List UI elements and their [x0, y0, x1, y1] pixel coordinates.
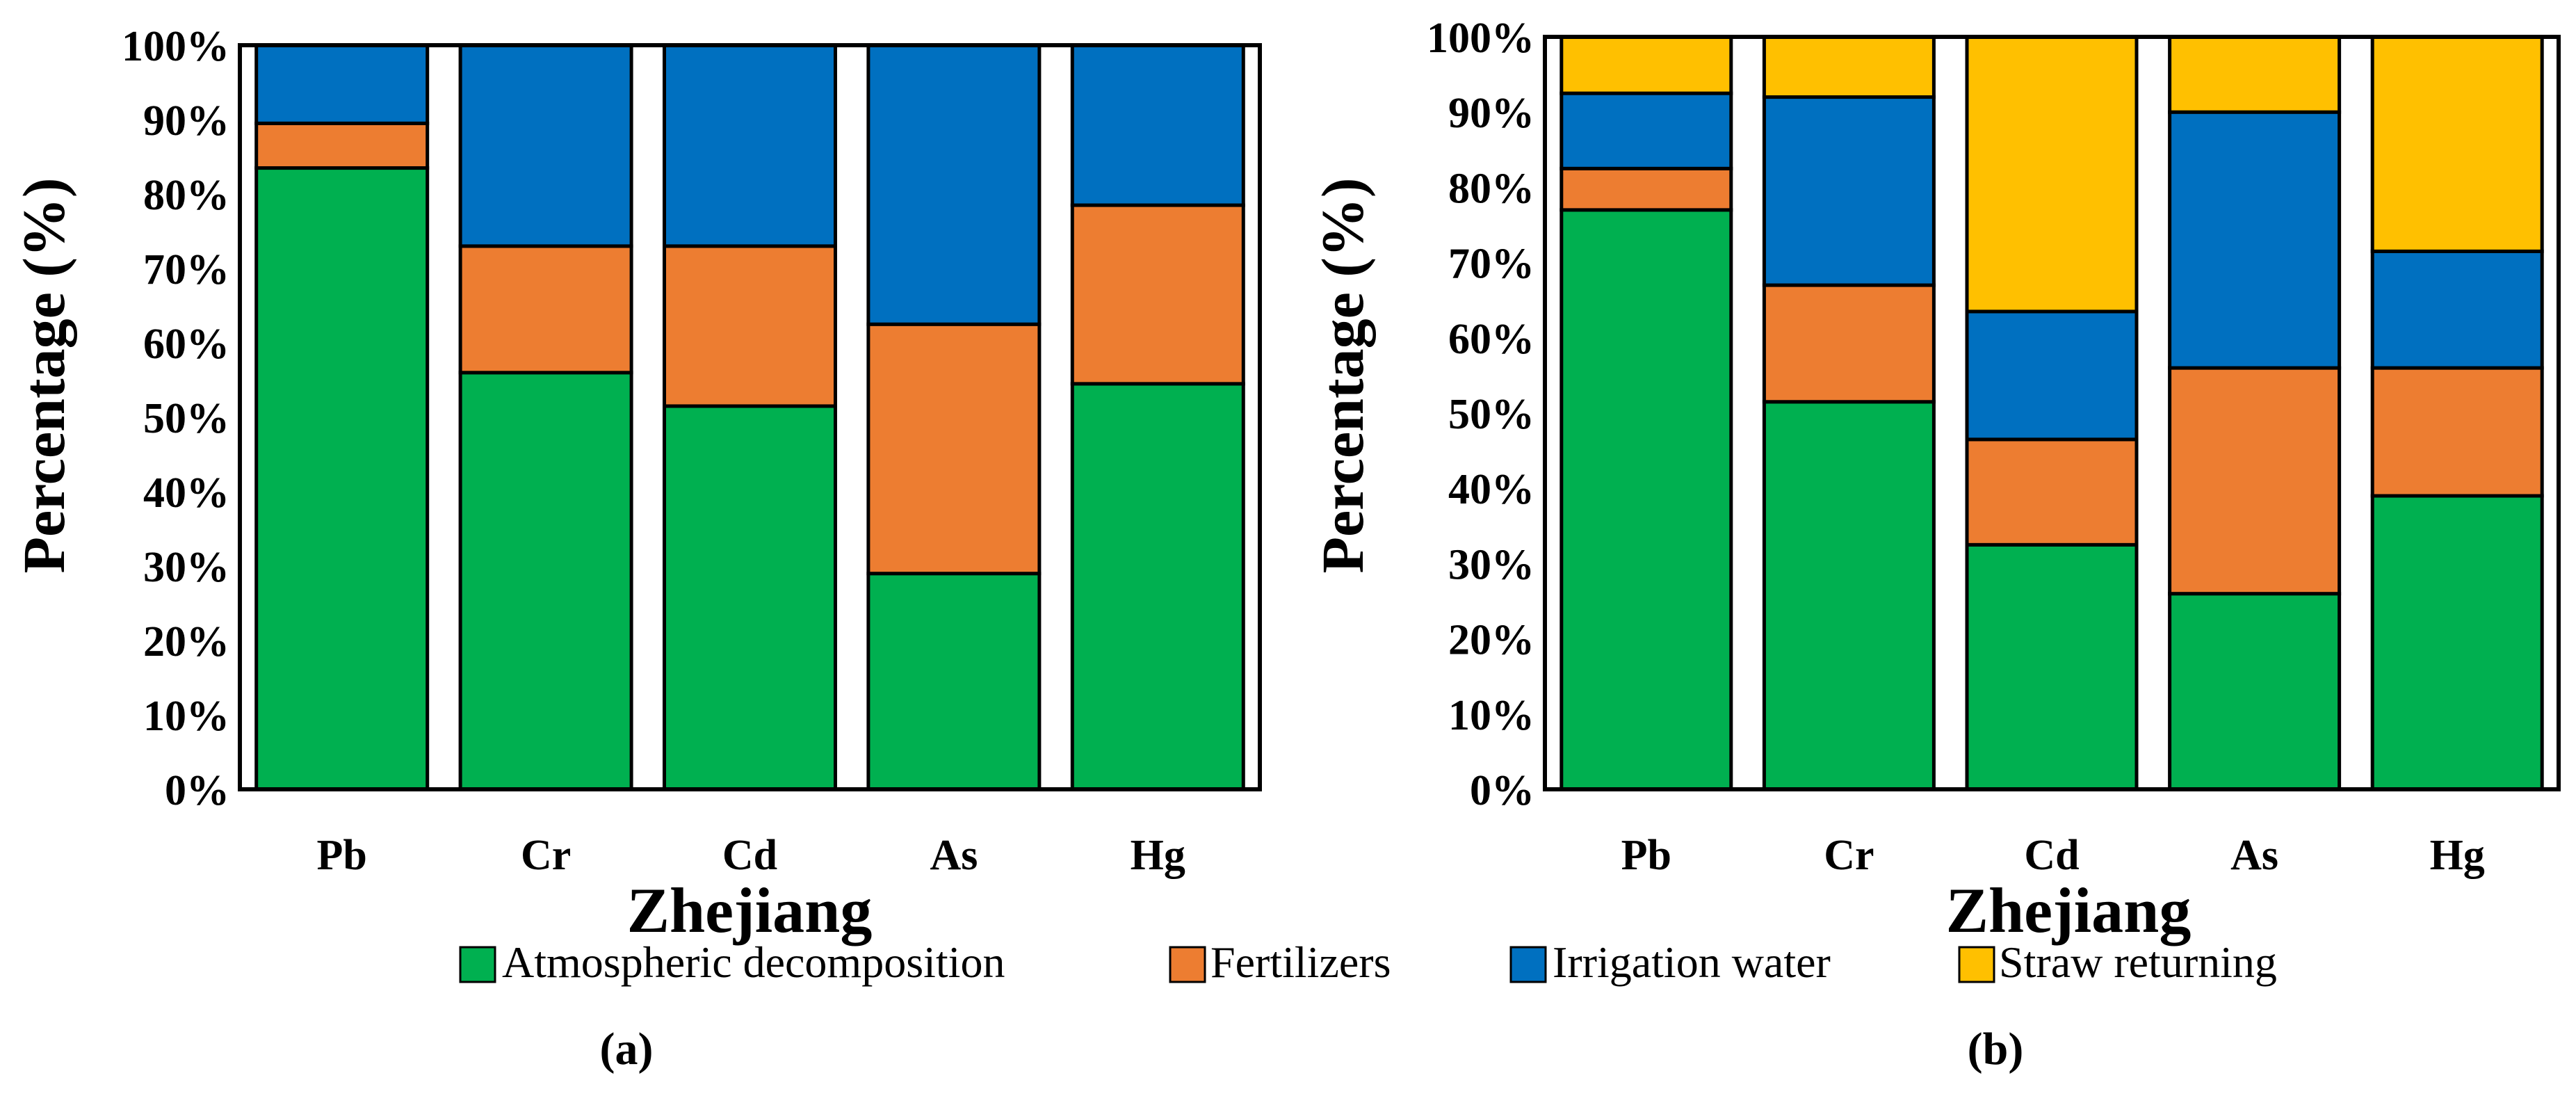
x-tick-label: Pb: [1621, 832, 1671, 879]
bar-segment: [663, 43, 837, 248]
bar-segment: [663, 404, 837, 791]
bar-segment: [1560, 208, 1733, 791]
y-tick-label: 50%: [143, 395, 229, 442]
x-tick-label: Cr: [521, 832, 571, 879]
y-tick-label: 40%: [143, 469, 229, 517]
x-tick-label: Cd: [722, 832, 777, 879]
plot-frame: [1543, 35, 2561, 791]
x-tick-label: Cr: [1824, 832, 1874, 879]
y-tick-label: 90%: [1448, 90, 1534, 137]
y-tick-label: 20%: [1448, 617, 1534, 664]
x-tick-label: Cd: [2024, 832, 2079, 879]
y-tick-label: 40%: [1448, 466, 1534, 513]
bar-segment: [2370, 249, 2544, 370]
panel-label-a: (a): [600, 1024, 654, 1074]
x-tick-label: Pb: [317, 832, 367, 879]
bar-segment: [1070, 382, 1245, 791]
y-tick-label: 70%: [1448, 241, 1534, 288]
y-tick-label: 60%: [1448, 316, 1534, 363]
bar-segment: [866, 43, 1042, 326]
legend-label-fertilizers: Fertilizers: [1210, 937, 1391, 987]
legend-label-straw: Straw returning: [1999, 937, 2277, 987]
bar-segment: [2370, 494, 2544, 791]
y-tick-label: 100%: [1427, 15, 1534, 62]
chart-panel-a: 0% 10% 20% 30% 40% 50% 60% 70% 80% 90% 100% Pb Cr Cd A…: [122, 23, 1262, 879]
bar-segment: [2168, 592, 2342, 791]
y-axis-title-a: Percentage (%): [10, 177, 77, 573]
y-tick-label: 30%: [1448, 541, 1534, 588]
y-tick-label: 10%: [143, 693, 229, 740]
y-tick-label: 0%: [1470, 767, 1534, 814]
bar-segment: [254, 166, 430, 791]
bar-segment: [458, 43, 633, 248]
bar-segment: [1762, 400, 1936, 791]
bar-segment: [458, 371, 633, 791]
y-tick-label: 60%: [143, 321, 229, 368]
y-tick-label: 90%: [143, 97, 229, 145]
y-tick-label: 100%: [122, 23, 229, 70]
bar-segment: [1560, 35, 1733, 95]
bar-segment: [2168, 366, 2342, 596]
x-axis-title-b: Zhejiang: [1946, 875, 2192, 946]
panel-label-b: (b): [1968, 1024, 2024, 1074]
legend-swatch-irrigation: [1509, 946, 1547, 983]
bar-segment: [458, 244, 633, 375]
bar-segment: [1965, 437, 2139, 547]
bar-segment: [2168, 110, 2342, 370]
x-tick-label: As: [2230, 832, 2278, 879]
legend-swatch-straw: [1958, 946, 1995, 983]
bar-segment: [1965, 35, 2139, 314]
bar-segment: [1560, 91, 1733, 170]
legend: Atmospheric decomposition Fertilizers Ir…: [459, 937, 2277, 987]
bar-segment: [1762, 283, 1936, 404]
y-tick-label: 10%: [1448, 692, 1534, 739]
bar-segment: [1762, 95, 1936, 287]
bar-segment: [254, 43, 430, 125]
bar-segment: [866, 322, 1042, 576]
x-tick-label: Hg: [2430, 832, 2485, 879]
chart-panel-b: 0% 10% 20% 30% 40% 50% 60% 70% 80% 90% 100% Pb Cr Cd A…: [1427, 15, 2561, 879]
bar-segment: [1762, 35, 1936, 99]
y-tick-label: 80%: [143, 172, 229, 219]
y-tick-label: 20%: [143, 618, 229, 666]
bar-segment: [2370, 35, 2544, 253]
y-tick-label: 0%: [165, 767, 229, 814]
y-tick-label: 30%: [143, 544, 229, 591]
x-axis-title-a: Zhejiang: [627, 875, 873, 946]
y-tick-label: 70%: [143, 246, 229, 293]
bar-segment: [1965, 309, 2139, 442]
y-tick-label: 80%: [1448, 165, 1534, 212]
bar-segment: [866, 572, 1042, 791]
bar-segment: [1965, 542, 2139, 791]
bar-segment: [1560, 166, 1733, 212]
y-tick-label: 50%: [1448, 391, 1534, 438]
bar-segment: [2370, 366, 2544, 498]
legend-label-atmospheric: Atmospheric decomposition: [502, 937, 1005, 987]
bar-segment: [254, 121, 430, 170]
x-tick-label: As: [930, 832, 978, 879]
legend-swatch-atmospheric: [459, 946, 496, 983]
legend-swatch-fertilizers: [1169, 946, 1206, 983]
bar-segment: [2168, 35, 2342, 114]
x-tick-label: Hg: [1131, 832, 1185, 879]
bar-segment: [663, 244, 837, 408]
bar-segment: [1070, 43, 1245, 207]
y-axis-title-b: Percentage (%): [1309, 177, 1376, 573]
legend-label-irrigation: Irrigation water: [1553, 937, 1831, 987]
plot-frame: [238, 43, 1262, 791]
bar-segment: [1070, 203, 1245, 386]
